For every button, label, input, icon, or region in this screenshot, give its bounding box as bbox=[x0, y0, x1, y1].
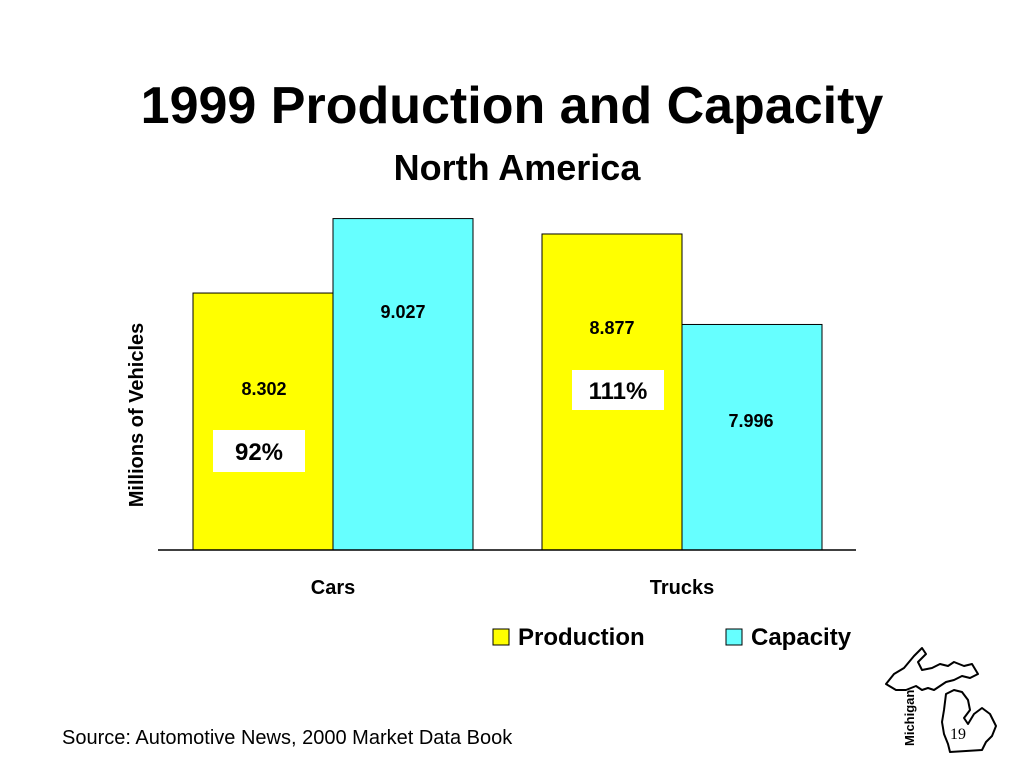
logo-wordmark: Michigan bbox=[902, 690, 917, 746]
source-note: Source: Automotive News, 2000 Market Dat… bbox=[62, 727, 513, 749]
legend-label-production: Production bbox=[518, 624, 645, 651]
bar-chart: 92% 111% 8.302 9.027 8.877 7.996 Cars Tr… bbox=[126, 218, 856, 651]
michigan-logo bbox=[885, 647, 997, 753]
data-label-capacity-trucks: 7.996 bbox=[728, 411, 773, 431]
slide-title: 1999 Production and Capacity bbox=[140, 77, 884, 135]
legend-swatch-production bbox=[492, 628, 510, 646]
data-label-capacity-cars: 9.027 bbox=[380, 302, 425, 322]
page-number: 19 bbox=[950, 726, 966, 743]
data-label-production-trucks: 8.877 bbox=[589, 318, 634, 338]
bars-layer bbox=[192, 218, 823, 551]
legend-label-capacity: Capacity bbox=[751, 624, 852, 651]
bar-production-cars bbox=[192, 292, 334, 551]
x-tick-label-trucks: Trucks bbox=[650, 577, 714, 599]
x-tick-label-cars: Cars bbox=[311, 577, 355, 599]
annotation-box-trucks bbox=[572, 370, 664, 410]
bar-capacity-cars bbox=[332, 218, 474, 551]
logo-wordmark-wrap: Michigan bbox=[878, 644, 918, 754]
annotation-trucks: 111% bbox=[589, 378, 648, 405]
data-label-production-cars: 8.302 bbox=[241, 379, 286, 399]
annotation-cars: 92% bbox=[235, 439, 283, 466]
legend: Production Capacity bbox=[492, 624, 852, 651]
annotation-box-cars bbox=[213, 430, 305, 472]
legend-swatch-capacity bbox=[725, 628, 743, 646]
y-axis-label: Millions of Vehicles bbox=[126, 323, 148, 508]
slide-subtitle: North America bbox=[393, 147, 641, 188]
michigan-map-icon bbox=[885, 647, 997, 753]
bar-capacity-trucks bbox=[681, 323, 823, 551]
logo-text: Michigan bbox=[902, 690, 917, 746]
